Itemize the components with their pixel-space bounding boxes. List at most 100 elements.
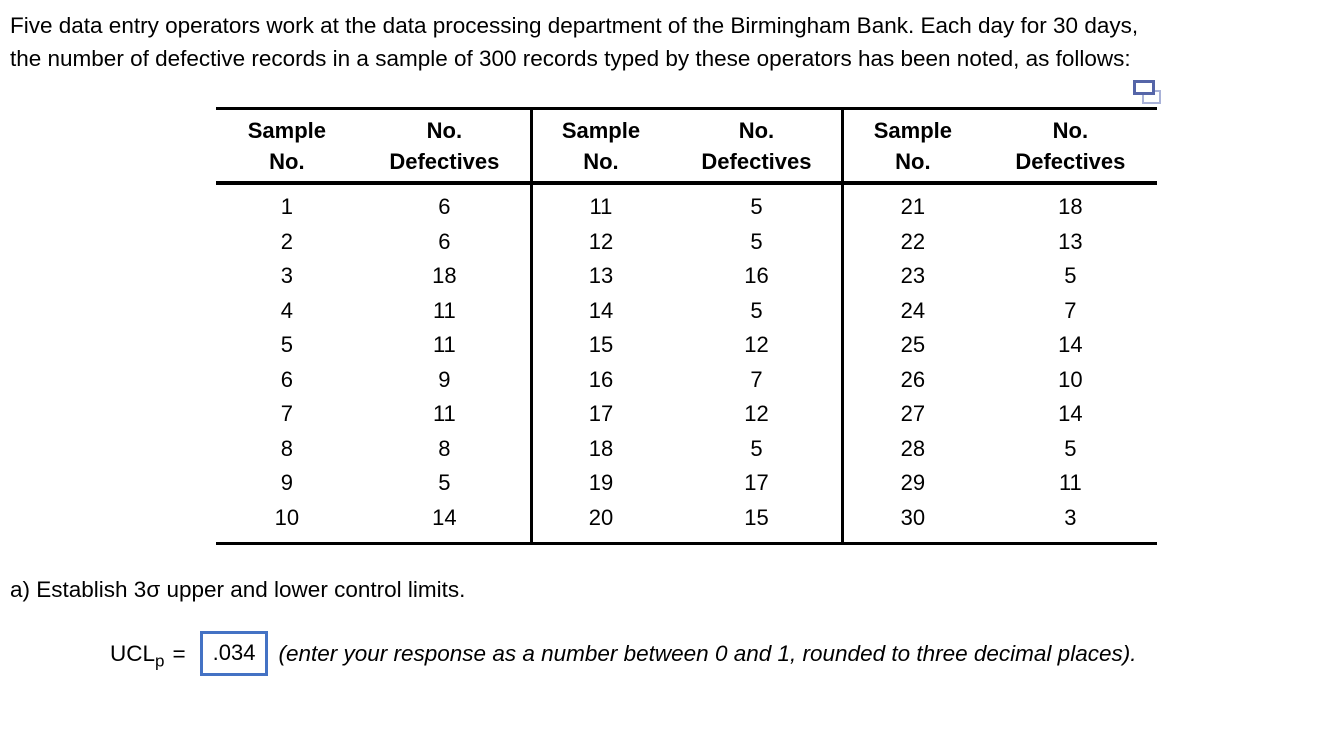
answer-instructions: (enter your response as a number between… [278,640,1137,666]
table-cell: 28 [900,435,926,461]
column-header-sample-no: Sample No. [873,118,952,174]
table-row: 20 15 [531,501,842,536]
column-header-no-defectives: No. Defectives [1015,118,1126,174]
table-cell: 13 [588,263,614,288]
table-cell: 7 [280,401,293,426]
table-cell: 26 [900,366,926,392]
table-row: 21 18 [842,190,1157,225]
table-cell: 3 [280,263,293,288]
table-cell: 22 [900,228,926,254]
column-header-sample-no: Sample No. [247,118,326,174]
column-header-no-defectives: No. Defectives [701,118,812,174]
table-cell: 11 [432,401,456,426]
copy-icon[interactable] [1133,80,1161,106]
problem-statement-line-1: Five data entry operators work at the da… [10,13,1139,38]
table-cell: 16 [744,263,769,288]
table-cell: 17 [588,401,614,426]
table-cell: 2 [280,228,293,254]
table-row: 15 12 [531,328,842,363]
table-cell: 30 [900,504,926,530]
table-row: 3 18 [216,259,531,294]
table-cell: 27 [900,401,926,426]
table-row: 26 10 [842,363,1157,398]
table-header-group-1: Sample No. No. Defectives [216,115,531,177]
table-row: 7 11 [216,397,531,432]
table-row: 30 3 [842,501,1157,536]
answer-line: UCLp = .034 (enter your response as a nu… [110,631,1136,676]
table-cell: 7 [750,366,763,392]
table-cell: 15 [588,332,614,357]
table-cell: 18 [1058,194,1083,219]
question-a: a) Establish 3σ upper and lower control … [10,577,466,602]
table-cell: 19 [588,470,614,495]
table-body-group-3: 21 18 22 13 23 5 24 7 25 14 26 10 27 14 28 5 29 11 30 3 [842,190,1157,535]
table-row: 22 13 [842,225,1157,260]
table-row: 23 5 [842,259,1157,294]
table-cell: 24 [900,297,926,323]
problem-statement: Five data entry operators work at the da… [10,9,1138,75]
table-divider [841,110,844,542]
table-row: 19 17 [531,466,842,501]
table-cell: 14 [1058,401,1083,426]
table-row: 14 5 [531,294,842,329]
table-cell: 11 [589,194,613,219]
table-cell: 5 [750,297,763,323]
table-cell: 29 [900,470,926,495]
table-cell: 18 [588,435,614,461]
table-cell: 3 [1064,504,1077,530]
table-cell: 10 [1058,366,1083,392]
table-row: 24 7 [842,294,1157,329]
table-row: 5 11 [216,328,531,363]
equals-sign: = [172,640,186,666]
table-cell: 23 [900,263,926,288]
table-row: 25 14 [842,328,1157,363]
table-cell: 18 [432,263,457,288]
table-cell: 13 [1058,228,1083,254]
table-divider [530,110,533,542]
ucl-label-text: UCL [110,640,156,666]
table-cell: 11 [432,332,456,357]
table-cell: 5 [750,194,763,219]
table-header-group-2: Sample No. No. Defectives [531,115,842,177]
table-cell: 1 [280,194,293,219]
table-row: 29 11 [842,466,1157,501]
table-row: 12 5 [531,225,842,260]
table-cell: 11 [1058,470,1082,495]
table-row: 16 7 [531,363,842,398]
problem-statement-line-2: the number of defective records in a sam… [10,46,1131,71]
table-row: 13 16 [531,259,842,294]
table-row: 11 5 [531,190,842,225]
column-header-no-defectives: No. Defectives [389,118,500,174]
defectives-table: Sample No. No. Defectives Sample No. No.… [216,107,1157,545]
table-cell: 25 [900,332,926,357]
table-cell: 8 [280,435,293,461]
table-cell: 4 [280,297,293,323]
table-cell: 5 [280,332,293,357]
table-cell: 12 [744,332,769,357]
table-cell: 20 [588,504,614,530]
table-cell: 5 [1064,263,1077,288]
table-body-group-2: 11 5 12 5 13 16 14 5 15 12 16 7 17 12 18 5 19 17 20 15 [531,190,842,535]
ucl-subscript-p: p [155,651,165,670]
copy-icon-front-rect [1133,80,1155,95]
table-body-group-1: 1 6 2 6 3 18 4 11 5 11 6 9 7 11 8 8 9 5 10 14 [216,190,531,535]
table-cell: 5 [750,435,763,461]
table-cell: 6 [438,194,451,219]
table-header-group-3: Sample No. No. Defectives [842,115,1157,177]
table-row: 17 12 [531,397,842,432]
table-cell: 21 [900,194,926,219]
column-header-sample-no: Sample No. [561,118,641,174]
table-cell: 5 [1064,435,1077,461]
table-cell: 9 [438,366,451,392]
ucl-answer-input[interactable]: .034 [199,631,269,676]
table-cell: 15 [744,504,769,530]
table-cell: 11 [432,297,456,323]
table-cell: 12 [744,401,769,426]
table-row: 10 14 [216,501,531,536]
table-row: 28 5 [842,432,1157,467]
